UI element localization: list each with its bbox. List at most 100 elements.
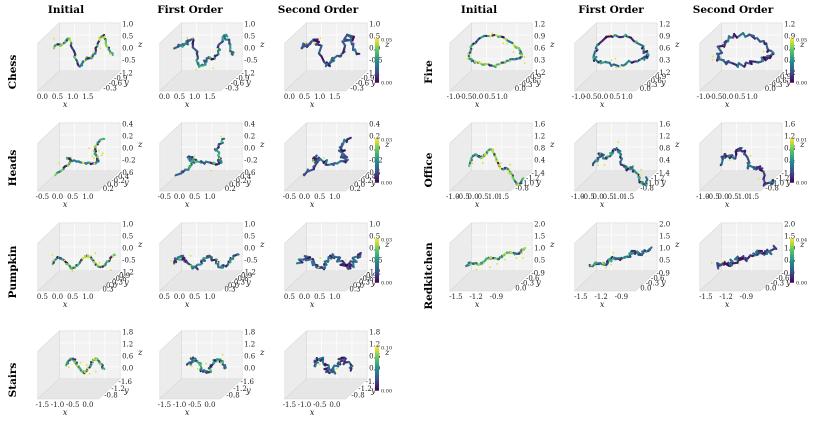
x-axis-label: x [310, 100, 315, 109]
error-point [512, 51, 515, 53]
left-header-initial: Initial [48, 4, 84, 16]
error-point [481, 162, 484, 165]
right-header-first-order: First Order [578, 4, 644, 16]
y-tick-label: -0.6 [113, 275, 127, 283]
x-tick-label: 0.0 [299, 293, 310, 301]
colorbar [790, 38, 794, 83]
z-tick-label: 0.6 [784, 44, 796, 52]
x-tick-label: 0.0 [299, 193, 310, 201]
trajectory-segment [520, 177, 525, 181]
x-tick-label: -1.0 [447, 93, 461, 101]
x-tick-label: -0.9 [490, 293, 504, 301]
z-tick-label: 0.8 [784, 144, 795, 152]
error-point [515, 257, 518, 260]
error-point [728, 159, 731, 161]
error-point [712, 55, 714, 58]
error-point [502, 42, 505, 45]
colorbar [375, 238, 379, 283]
x-tick-label: -0.5 [456, 193, 470, 201]
z-tick-label: 1.2 [659, 133, 670, 141]
error-point [89, 55, 92, 58]
floor-pane [449, 70, 533, 92]
z-tick-label: 0.0 [122, 44, 133, 52]
y-axis-label: y [785, 178, 791, 187]
x-tick-label: 0.5 [67, 193, 78, 201]
y-axis-label: y [535, 278, 541, 287]
z-axis-label: z [549, 140, 555, 149]
x-tick-label: -0.5 [459, 93, 473, 101]
error-point [312, 159, 314, 161]
error-point [508, 173, 511, 176]
trajectory-segment [737, 62, 746, 68]
colorbar-min-label: 0.00 [381, 181, 392, 187]
z-tick-label: 1.2 [369, 341, 380, 349]
z-tick-label: 0.8 [659, 144, 670, 152]
z-axis-label: z [674, 140, 680, 149]
x-tick-label: -0.9 [740, 293, 754, 301]
error-point [509, 163, 512, 166]
y-axis-label: y [660, 78, 666, 87]
error-point [75, 365, 78, 367]
y-tick-label: 0.0 [765, 285, 776, 293]
z-axis-label: z [137, 240, 143, 249]
x-axis-label: x [725, 300, 730, 309]
error-point [597, 164, 599, 167]
error-point [610, 59, 613, 62]
z-tick-label: 0.6 [244, 352, 256, 360]
x-tick-label: -0.5 [313, 401, 327, 409]
error-point [51, 254, 54, 256]
y-tick-label: -0.6 [235, 275, 249, 283]
error-point [79, 361, 82, 364]
error-point [317, 266, 320, 269]
y-tick-label: 0.2 [350, 185, 361, 193]
y-tick-label: -0.6 [523, 77, 537, 85]
z-tick-label: 0.5 [369, 33, 380, 41]
y-axis-label: y [370, 278, 376, 287]
z-axis-label: z [384, 40, 390, 49]
error-point [221, 353, 224, 356]
x-tick-label: -0.5 [66, 401, 80, 409]
right-header-second-order: Second Order [693, 4, 774, 16]
z-tick-label: 0.5 [784, 256, 795, 264]
x-tick-label: -1.5 [699, 293, 713, 301]
z-tick-label: 1.2 [122, 341, 133, 349]
error-point [93, 162, 96, 165]
plot-pumpkin-0: 0.5 0.0 0.5 1.00.30.0-0.3-0.6-0.9-1.21.00.5… [37, 221, 143, 310]
error-point [195, 68, 198, 71]
error-point [319, 37, 322, 40]
x-axis-label: x [310, 300, 315, 309]
x-tick-label: -0.5 [283, 193, 297, 201]
error-point [99, 38, 101, 41]
x-tick-label: 0.5 [734, 93, 745, 101]
plot-redkitchen-0: -1.5 -1.2 -0.90.0-0.3-0.6-0.92.01.51.00.5x… [449, 221, 555, 309]
y-tick-label: -1.2 [651, 174, 665, 182]
z-tick-label: 1.0 [244, 221, 255, 229]
z-tick-label: 1.8 [369, 329, 380, 337]
error-point [608, 34, 611, 36]
error-point [187, 165, 190, 168]
x-tick-label: 1.5 [748, 193, 759, 201]
z-tick-label: 1.0 [122, 21, 133, 29]
y-axis-label: y [245, 386, 251, 395]
x-tick-label: 0.5 [284, 293, 295, 301]
trajectory-segment [743, 63, 747, 68]
x-tick-label: -1.0 [571, 193, 585, 201]
x-tick-label: 1.5 [329, 93, 340, 101]
trajectory-segment [735, 32, 745, 39]
x-tick-label: -1.0 [446, 193, 460, 201]
x-tick-label: -1.0 [51, 401, 65, 409]
floor-pane [159, 70, 243, 92]
z-tick-label: 1.5 [784, 233, 795, 241]
y-axis-label: y [785, 278, 791, 287]
y-axis-label: y [535, 78, 541, 87]
x-tick-label: 1.5 [498, 193, 509, 201]
y-tick-label: -1.0 [646, 179, 660, 187]
y-tick-label: 0.0 [354, 181, 365, 189]
left-header-first-order: First Order [157, 4, 223, 16]
colorbar-max-label: 0.10 [381, 346, 392, 352]
x-tick-label: 0.0 [284, 93, 295, 101]
y-tick-label: 0.0 [106, 282, 117, 290]
row-label-stairs: Stairs [7, 363, 19, 398]
y-tick-label: 0.0 [640, 85, 651, 93]
left-header-second-order: Second Order [278, 4, 359, 16]
